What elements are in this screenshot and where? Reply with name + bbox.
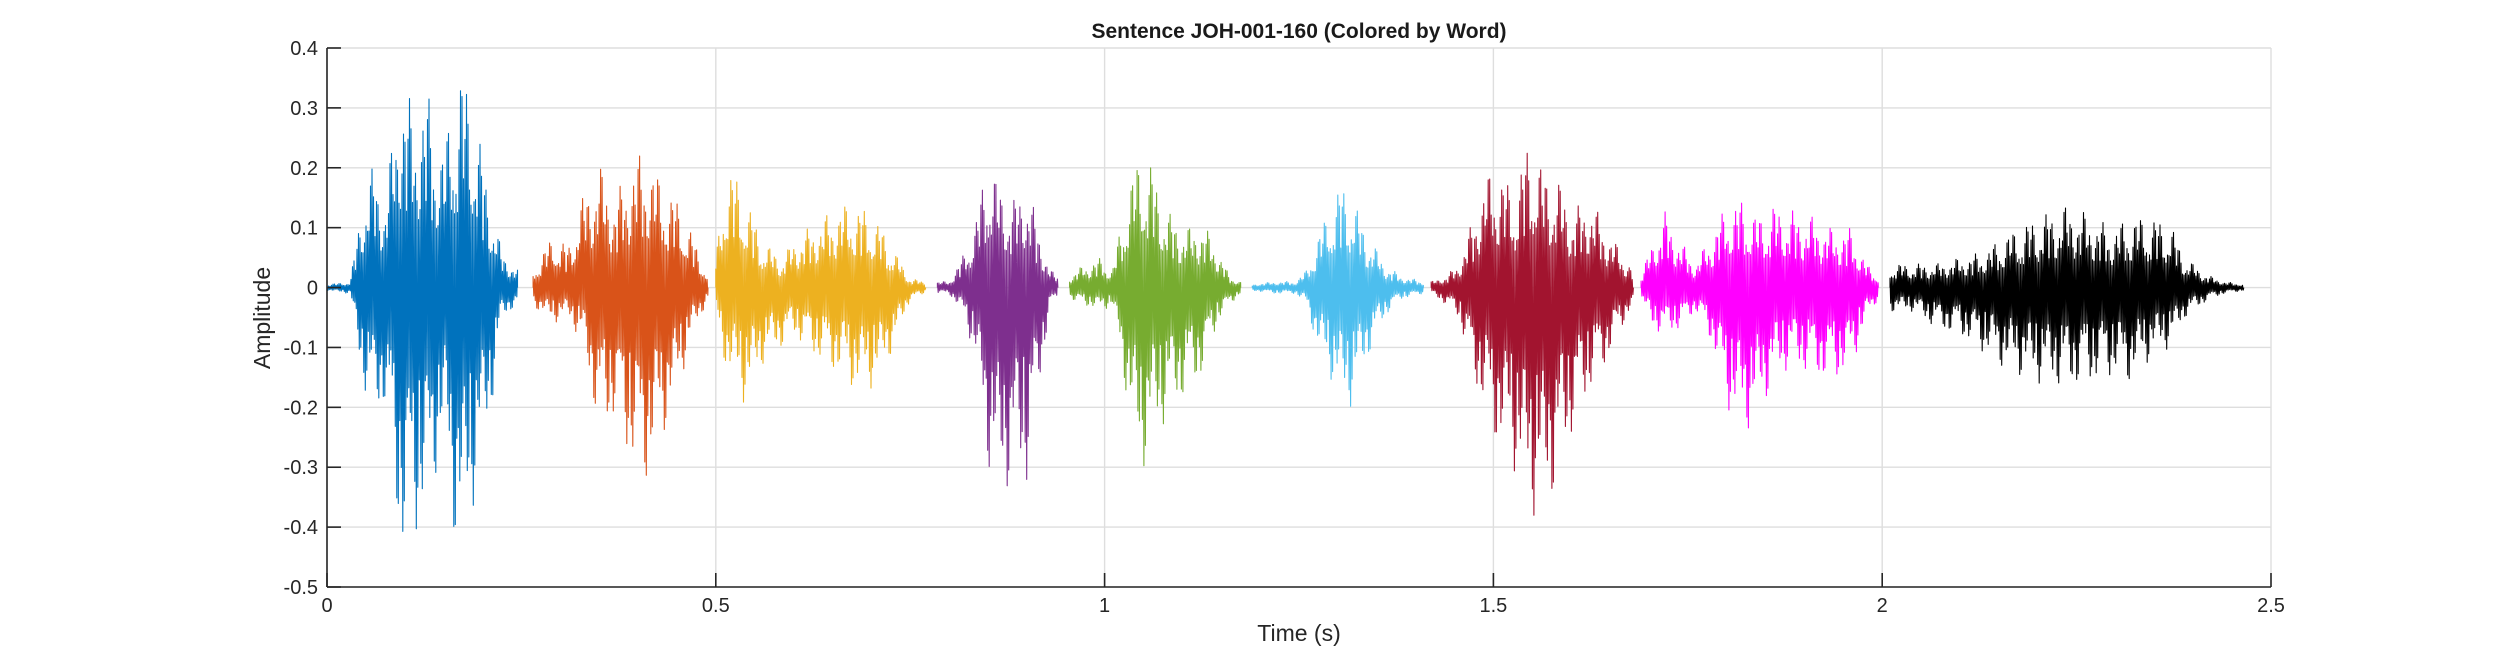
- y-tick-label: -0.3: [284, 457, 318, 479]
- ticks: 0 0.5 1 1.5 2 2.5 -0.5 -0.4 -0.3 -0.2 -0.1 0 0.1 0.2 0…: [284, 38, 2285, 617]
- y-tick-label: 0.3: [290, 98, 318, 120]
- waveform-series-8: [1640, 202, 1879, 429]
- x-tick-label: 1: [1099, 595, 1110, 617]
- waveform-series-2: [532, 155, 709, 476]
- y-tick-label: 0.1: [290, 218, 318, 240]
- waveform-series-9: [1889, 207, 2245, 384]
- y-tick-label: -0.2: [284, 397, 318, 419]
- x-tick-label: 0.5: [702, 595, 730, 617]
- series-layer: [326, 90, 2245, 532]
- x-tick-label: 2.5: [2257, 595, 2285, 617]
- y-tick-label: 0.2: [290, 158, 318, 180]
- waveform-series-4: [936, 183, 1059, 487]
- y-tick-label: 0.4: [290, 38, 318, 60]
- chart-title: Sentence JOH-001-160 (Colored by Word): [1091, 20, 1506, 43]
- y-axis-label: Amplitude: [249, 267, 275, 369]
- waveform-series-6: [1251, 193, 1424, 407]
- x-axis-label: Time (s): [1257, 620, 1340, 646]
- x-tick-label: 1.5: [1479, 595, 1507, 617]
- x-tick-label: 2: [1877, 595, 1888, 617]
- y-tick-label: -0.1: [284, 337, 318, 359]
- waveform-series-5: [1069, 167, 1242, 467]
- waveform-series-1: [326, 90, 519, 532]
- x-tick-label: 0: [321, 595, 332, 617]
- y-tick-label: 0: [307, 278, 318, 300]
- y-tick-label: -0.4: [284, 517, 318, 539]
- y-tick-label: -0.5: [284, 577, 318, 599]
- axes: [326, 48, 2271, 588]
- waveform-series-7: [1430, 152, 1634, 516]
- waveform-series-3: [715, 179, 927, 403]
